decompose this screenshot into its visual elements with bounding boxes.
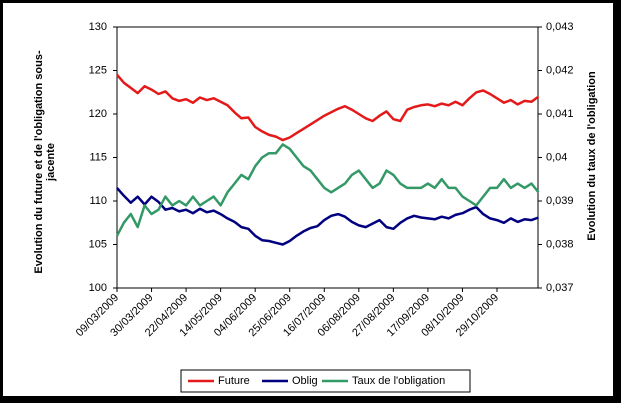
y-tick-label: 110: [89, 195, 107, 207]
y-tick-label: 120: [89, 108, 107, 120]
y2-axis-title: Evolution du taux de l'obligation: [586, 71, 598, 241]
legend-label: Future: [218, 375, 250, 387]
y2-tick-label: 0,04: [546, 151, 567, 163]
y2-tick-label: 0,039: [546, 195, 574, 207]
y2-tick-label: 0,037: [546, 282, 574, 294]
series-line: [115, 143, 540, 237]
legend-label: Oblig: [292, 375, 318, 387]
y2-tick-label: 0,041: [546, 108, 574, 120]
chart-area: [3, 3, 613, 396]
y-tick-label: 100: [89, 282, 107, 294]
y-tick-label: 130: [89, 21, 107, 33]
series-line: [116, 187, 539, 246]
legend-label: Taux de l'obligation: [352, 375, 445, 387]
y2-tick-label: 0,043: [546, 21, 574, 33]
y-axis-title: Evolution du future et de l'obligation s…: [33, 50, 57, 274]
y2-tick-label: 0,042: [546, 64, 574, 76]
series-line: [116, 73, 540, 142]
y-tick-label: 105: [89, 238, 107, 250]
y-tick-label: 115: [89, 151, 107, 163]
y-tick-label: 125: [89, 64, 107, 76]
y2-tick-label: 0,038: [546, 238, 574, 250]
